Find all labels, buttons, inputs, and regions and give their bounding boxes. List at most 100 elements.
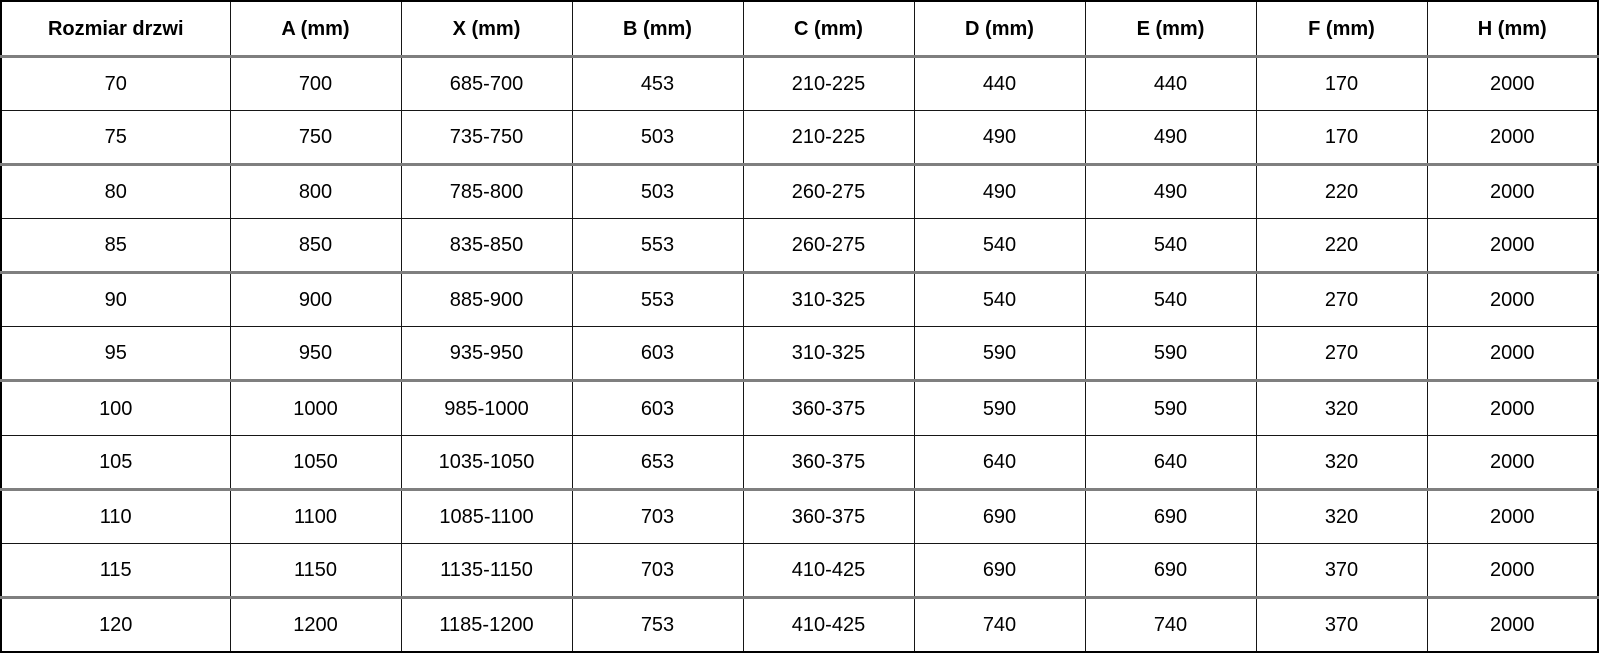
table-cell: 553 xyxy=(572,272,744,328)
table-cell: 100 xyxy=(1,380,231,436)
table-cell: 590 xyxy=(1085,326,1257,383)
table-cell: 320 xyxy=(1256,380,1428,436)
table-row: 90 900 885-900 553 310-325 540 540 270 2000 xyxy=(1,272,1598,328)
table-cell: 690 xyxy=(914,489,1086,544)
table-cell: 490 xyxy=(1085,164,1257,220)
table-cell: 690 xyxy=(1085,543,1257,599)
table-cell: 1035-1050 xyxy=(401,435,573,491)
table-cell: 490 xyxy=(1085,110,1257,167)
table-cell: 1000 xyxy=(230,380,402,436)
table-cell: 260-275 xyxy=(743,164,915,220)
table-cell: 210-225 xyxy=(743,56,915,112)
table-cell: 220 xyxy=(1256,164,1428,220)
table-cell: 685-700 xyxy=(401,56,573,112)
column-header: C (mm) xyxy=(743,1,915,58)
table-row: 120 1200 1185-1200 753 410-425 740 740 370 2000 xyxy=(1,597,1598,652)
table-row: 85 850 835-850 553 260-275 540 540 220 2000 xyxy=(1,218,1598,275)
table-cell: 2000 xyxy=(1427,272,1598,328)
table-cell: 750 xyxy=(230,110,402,167)
table-cell: 603 xyxy=(572,326,744,383)
table-cell: 360-375 xyxy=(743,489,915,544)
table-cell: 640 xyxy=(1085,435,1257,491)
table-cell: 703 xyxy=(572,543,744,599)
table-cell: 1100 xyxy=(230,489,402,544)
table-cell: 885-900 xyxy=(401,272,573,328)
table-cell: 80 xyxy=(1,164,231,220)
table-row: 100 1000 985-1000 603 360-375 590 590 320 2000 xyxy=(1,380,1598,436)
table-row: 115 1150 1135-1150 703 410-425 690 690 370 2000 xyxy=(1,543,1598,599)
table-cell: 320 xyxy=(1256,489,1428,544)
table-cell: 835-850 xyxy=(401,218,573,275)
table-cell: 900 xyxy=(230,272,402,328)
table-row: 95 950 935-950 603 310-325 590 590 270 2000 xyxy=(1,326,1598,383)
column-header: H (mm) xyxy=(1427,1,1598,58)
table-cell: 753 xyxy=(572,597,744,652)
table-cell: 540 xyxy=(1085,218,1257,275)
table-cell: 985-1000 xyxy=(401,380,573,436)
table-cell: 603 xyxy=(572,380,744,436)
table-cell: 800 xyxy=(230,164,402,220)
table-cell: 1200 xyxy=(230,597,402,652)
table-cell: 950 xyxy=(230,326,402,383)
table-cell: 2000 xyxy=(1427,380,1598,436)
table-cell: 740 xyxy=(914,597,1086,652)
table-cell: 90 xyxy=(1,272,231,328)
column-header: Rozmiar drzwi xyxy=(1,1,231,58)
table-cell: 490 xyxy=(914,164,1086,220)
table-cell: 220 xyxy=(1256,218,1428,275)
table-row: 105 1050 1035-1050 653 360-375 640 640 320 2000 xyxy=(1,435,1598,491)
table-cell: 590 xyxy=(914,326,1086,383)
table-cell: 935-950 xyxy=(401,326,573,383)
table-cell: 2000 xyxy=(1427,164,1598,220)
table-cell: 270 xyxy=(1256,272,1428,328)
column-header: B (mm) xyxy=(572,1,744,58)
table-cell: 115 xyxy=(1,543,231,599)
table-cell: 540 xyxy=(1085,272,1257,328)
table-cell: 690 xyxy=(914,543,1086,599)
table-cell: 653 xyxy=(572,435,744,491)
table-body: 70 700 685-700 453 210-225 440 440 170 2000 75 750… xyxy=(1,56,1598,652)
table-cell: 2000 xyxy=(1427,56,1598,112)
table-cell: 1050 xyxy=(230,435,402,491)
table-cell: 70 xyxy=(1,56,231,112)
table-cell: 1085-1100 xyxy=(401,489,573,544)
table-cell: 440 xyxy=(914,56,1086,112)
table-cell: 2000 xyxy=(1427,489,1598,544)
table-cell: 370 xyxy=(1256,597,1428,652)
table-cell: 590 xyxy=(914,380,1086,436)
table-cell: 490 xyxy=(914,110,1086,167)
table-cell: 540 xyxy=(914,218,1086,275)
table-cell: 270 xyxy=(1256,326,1428,383)
table-cell: 850 xyxy=(230,218,402,275)
table-cell: 590 xyxy=(1085,380,1257,436)
table-cell: 700 xyxy=(230,56,402,112)
table-row: 110 1100 1085-1100 703 360-375 690 690 320 2000 xyxy=(1,489,1598,544)
table-cell: 503 xyxy=(572,110,744,167)
column-header: E (mm) xyxy=(1085,1,1257,58)
table-cell: 640 xyxy=(914,435,1086,491)
table-cell: 1185-1200 xyxy=(401,597,573,652)
table-cell: 170 xyxy=(1256,56,1428,112)
table-header: Rozmiar drzwi A (mm) X (mm) B (mm) C (mm) D (… xyxy=(1,1,1598,58)
table-cell: 360-375 xyxy=(743,380,915,436)
table-cell: 553 xyxy=(572,218,744,275)
table-cell: 310-325 xyxy=(743,326,915,383)
table-cell: 95 xyxy=(1,326,231,383)
column-header: X (mm) xyxy=(401,1,573,58)
table-cell: 440 xyxy=(1085,56,1257,112)
table-cell: 105 xyxy=(1,435,231,491)
column-header: D (mm) xyxy=(914,1,1086,58)
table-cell: 690 xyxy=(1085,489,1257,544)
table-cell: 110 xyxy=(1,489,231,544)
table-cell: 503 xyxy=(572,164,744,220)
table-cell: 210-225 xyxy=(743,110,915,167)
table-cell: 703 xyxy=(572,489,744,544)
table-cell: 2000 xyxy=(1490,613,1535,636)
table-row: 75 750 735-750 503 210-225 490 490 170 2000 xyxy=(1,110,1598,167)
table-cell: 785-800 xyxy=(401,164,573,220)
table-cell: 735-750 xyxy=(401,110,573,167)
table-row: 70 700 685-700 453 210-225 440 440 170 2000 xyxy=(1,56,1598,112)
column-header: A (mm) xyxy=(230,1,402,58)
